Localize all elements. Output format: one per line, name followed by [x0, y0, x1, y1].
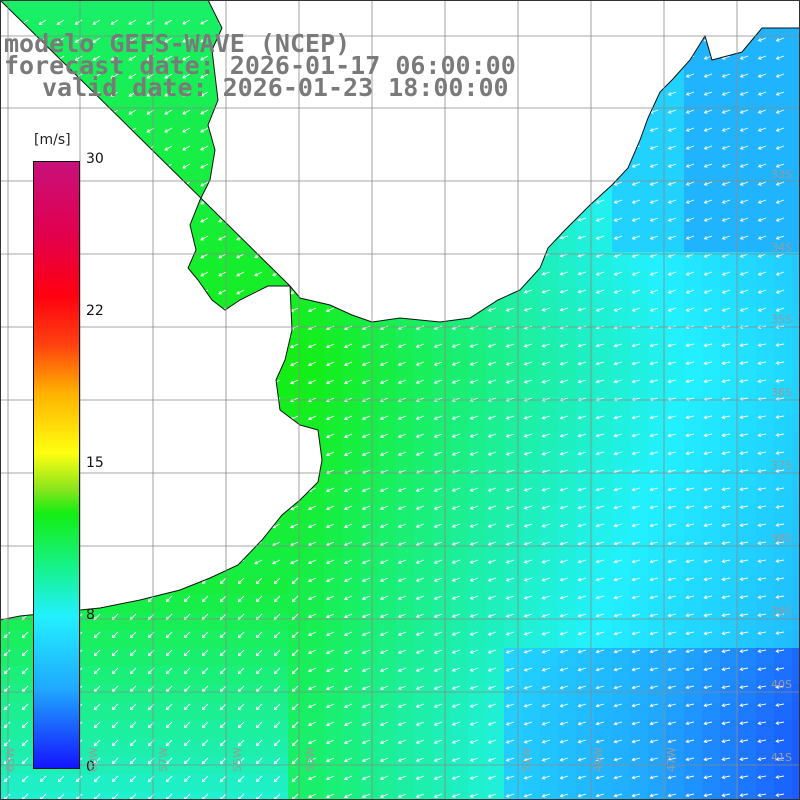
lat-label: 33S: [771, 168, 792, 181]
lat-label: 38S: [771, 532, 792, 545]
lon-label: 55W: [231, 747, 244, 772]
lon-label: 60W: [87, 747, 100, 772]
lat-label: 35S: [771, 313, 792, 326]
colorbar: [33, 161, 80, 769]
colorbar-tick-22: 22: [86, 303, 104, 319]
lat-label: 41S: [771, 751, 792, 764]
colorbar-tick-8: 8: [86, 607, 95, 623]
colorbar-tick-0: 0: [86, 759, 95, 775]
lat-label: 39S: [771, 605, 792, 618]
lat-label: 37S: [771, 459, 792, 472]
lat-label: 34S: [771, 241, 792, 254]
lon-label: 53W: [304, 747, 317, 772]
lon-label: 63W: [4, 747, 17, 772]
model-title: modelo GEFS-WAVE (NCEP): [4, 29, 351, 58]
lon-label: 47W: [665, 747, 678, 772]
forecast-date: forecast date: 2026-01-17 06:00:00: [4, 51, 516, 80]
lon-label: 51W: [520, 747, 533, 772]
lon-label: 49W: [592, 747, 605, 772]
colorbar-tick-15: 15: [86, 455, 104, 471]
lat-label: 40S: [771, 678, 792, 691]
lon-label: 57W: [157, 747, 170, 772]
colorbar-tick-30: 30: [86, 151, 104, 167]
colorbar-unit: [m/s]: [34, 132, 71, 148]
valid-date: valid date: 2026-01-23 18:00:00: [42, 73, 509, 102]
lat-label: 36S: [771, 386, 792, 399]
